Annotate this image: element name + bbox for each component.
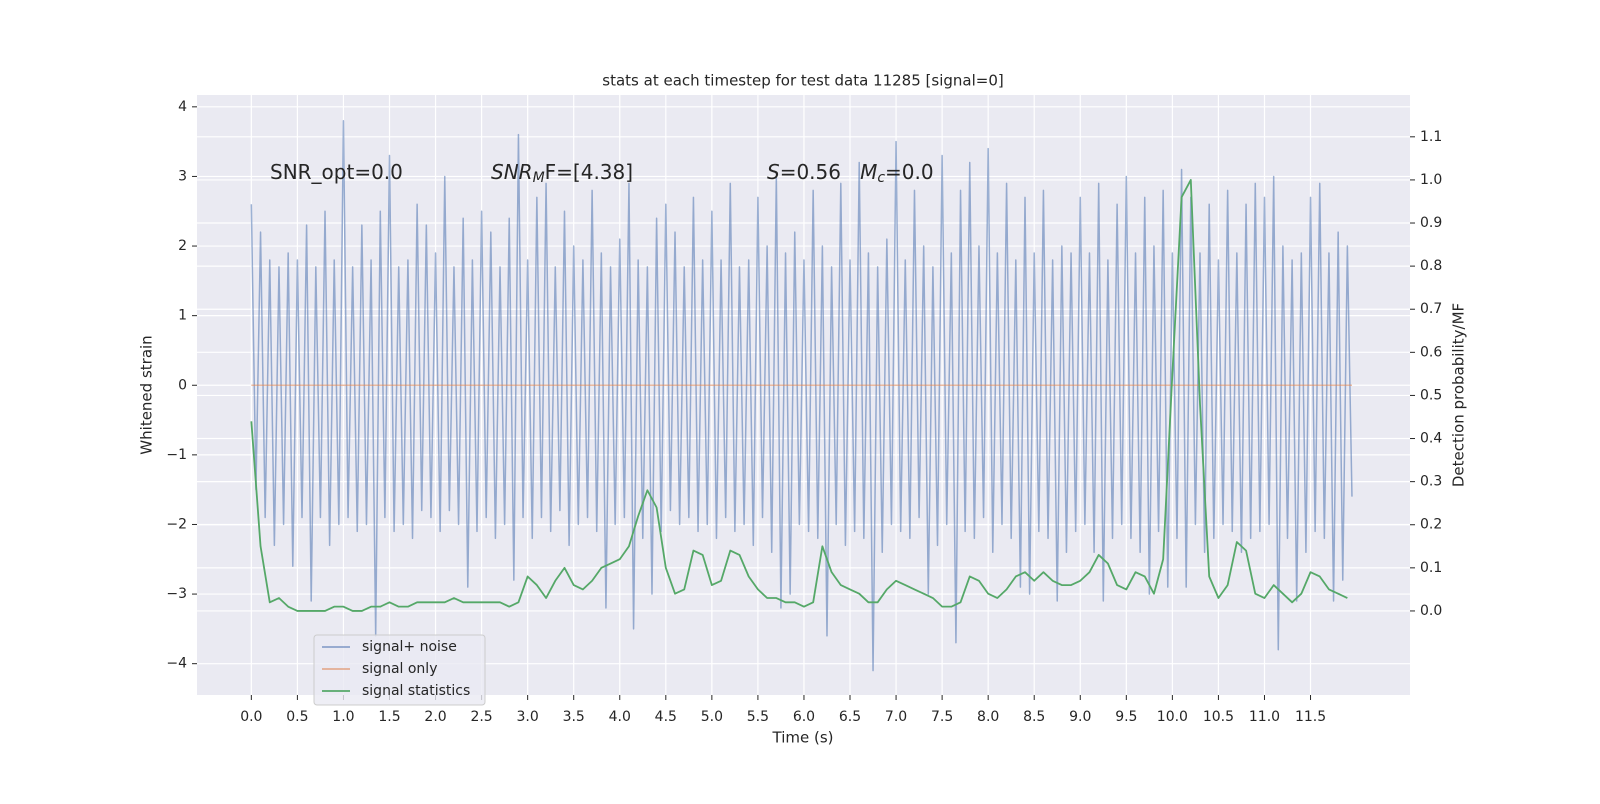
y-tick-label: −1 xyxy=(166,447,187,463)
x-tick-label: 9.0 xyxy=(1069,709,1091,725)
x-tick-label: 1.0 xyxy=(332,709,354,725)
x-tick-label: 1.5 xyxy=(378,709,400,725)
y2-tick-label: 0.7 xyxy=(1420,301,1442,317)
annotation-part: M xyxy=(860,160,877,184)
y2-tick-label: 0.0 xyxy=(1420,603,1442,619)
x-tick-label: 7.0 xyxy=(885,709,907,725)
annotation: SNRMF=[4.38] xyxy=(491,160,633,187)
legend-label: signal+ noise xyxy=(362,639,457,655)
x-tick-label: 6.0 xyxy=(793,709,815,725)
y2-tick-label: 0.1 xyxy=(1420,560,1442,576)
legend: signal+ noise signal only signal statistic… xyxy=(313,634,486,706)
chart-title: stats at each timestep for test data 112… xyxy=(602,72,1003,90)
x-tick-label: 3.5 xyxy=(563,709,585,725)
annotation: SNR_opt=0.0 xyxy=(270,160,403,184)
y2-tick-label: 1.1 xyxy=(1420,129,1442,145)
x-tick-label: 3.0 xyxy=(517,709,539,725)
annotation-part: SNR xyxy=(491,160,533,184)
x-tick-label: 9.5 xyxy=(1115,709,1137,725)
x-tick-label: 10.5 xyxy=(1203,709,1234,725)
y2-tick-label: 0.5 xyxy=(1420,387,1442,403)
y2-tick-label: 1.0 xyxy=(1420,172,1442,188)
ticks: 0.0 0.5 1.0 1.5 2.0 2.5 3.0 3.5 4.0 4.5 5.0 5.5 6.0 6… xyxy=(166,99,1442,725)
annotations: SNR_opt=0.0 SNRMF=[4.38] S=0.56 Mc=0.0 xyxy=(270,160,934,187)
y-tick-label: 3 xyxy=(178,168,187,184)
y2-tick-label: 0.2 xyxy=(1420,517,1442,533)
y-tick-label: −3 xyxy=(166,586,187,602)
annotation-part: S xyxy=(767,160,780,184)
x-tick-label: 8.5 xyxy=(1023,709,1045,725)
x-tick-label: 8.0 xyxy=(977,709,999,725)
y2-tick-label: 0.8 xyxy=(1420,258,1442,274)
y2-tick-label: 0.4 xyxy=(1420,431,1442,447)
y2-tick-label: 0.6 xyxy=(1420,344,1442,360)
y-tick-label: 2 xyxy=(178,238,187,254)
y-axis-label: Whitened strain xyxy=(138,335,156,454)
x-tick-label: 2.5 xyxy=(470,709,492,725)
annotation-part: =0.0 xyxy=(885,160,934,184)
y-tick-label: 4 xyxy=(178,99,187,115)
x-tick-label: 5.0 xyxy=(701,709,723,725)
x-tick-label: 5.5 xyxy=(747,709,769,725)
x-tick-label: 11.0 xyxy=(1249,709,1280,725)
annotation-part: c xyxy=(877,170,885,186)
series-line xyxy=(250,179,1348,612)
series-line xyxy=(250,120,1353,672)
x-axis-label: Time (s) xyxy=(772,729,834,747)
x-tick-label: 4.0 xyxy=(609,709,631,725)
annotation-part: M xyxy=(533,170,545,186)
marks xyxy=(250,120,1353,672)
y-tick-label: −4 xyxy=(166,656,187,672)
y-tick-label: 1 xyxy=(178,308,187,324)
y2-tick-label: 0.3 xyxy=(1420,474,1442,490)
x-tick-label: 0.0 xyxy=(240,709,262,725)
x-tick-label: 6.5 xyxy=(839,709,861,725)
y-tick-label: −2 xyxy=(166,516,187,532)
x-tick-label: 2.0 xyxy=(424,709,446,725)
legend-label: signal only xyxy=(362,661,437,677)
y-tick-label: 0 xyxy=(178,377,187,393)
legend-label: signal statistics xyxy=(362,683,470,699)
legend-box xyxy=(313,634,486,706)
x-tick-label: 4.5 xyxy=(655,709,677,725)
x-tick-label: 11.5 xyxy=(1295,709,1326,725)
y2-axis-label: Detection probability/MF xyxy=(1450,303,1468,487)
annotation-part: SNR_opt=0.0 xyxy=(270,160,403,184)
y2-tick-label: 0.9 xyxy=(1420,215,1442,231)
annotation-part: F=[4.38] xyxy=(545,160,633,184)
x-tick-label: 7.5 xyxy=(931,709,953,725)
annotation-part: =0.56 xyxy=(780,160,860,184)
x-tick-label: 0.5 xyxy=(286,709,308,725)
x-tick-label: 10.0 xyxy=(1157,709,1188,725)
annotation: S=0.56 Mc=0.0 xyxy=(767,160,934,187)
